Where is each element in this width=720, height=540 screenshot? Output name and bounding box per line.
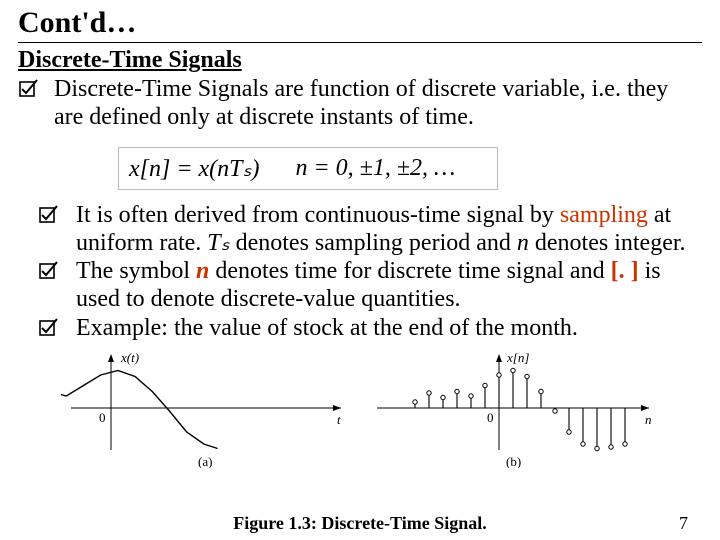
text: denotes sampling period and xyxy=(230,230,517,256)
svg-text:x(t): x(t) xyxy=(120,350,139,365)
checkbox-icon xyxy=(18,78,40,100)
accent-text: sampling xyxy=(560,202,648,228)
svg-text:t: t xyxy=(337,412,341,427)
page-title: Cont'd… xyxy=(18,6,702,43)
checkbox-icon xyxy=(38,204,60,226)
svg-text:0: 0 xyxy=(487,410,494,425)
svg-text:(a): (a) xyxy=(198,454,212,468)
svg-text:x[n]: x[n] xyxy=(506,350,529,365)
text: It is often derived from continuous-time… xyxy=(76,202,560,228)
var: n xyxy=(517,230,529,256)
equation-lhs: x[n] = x(nTₛ) xyxy=(129,154,259,183)
text: denotes integer. xyxy=(529,230,686,256)
inner-list: It is often derived from continuous-time… xyxy=(18,202,702,342)
list-item: The symbol n denotes time for discrete t… xyxy=(18,258,702,313)
var: Tₛ xyxy=(207,230,229,256)
svg-text:n: n xyxy=(645,412,652,427)
page-number: 7 xyxy=(679,513,688,534)
svg-text:(b): (b) xyxy=(506,454,521,468)
accent-text: n xyxy=(196,258,209,284)
accent-text: [. ] xyxy=(611,258,639,284)
checkbox-icon xyxy=(38,317,60,339)
text: The symbol xyxy=(76,258,196,284)
equation-rhs: n = 0, ±1, ±2, … xyxy=(295,155,455,182)
list-item: Discrete-Time Signals are function of di… xyxy=(18,76,702,131)
figure-caption: Figure 1.3: Discrete-Time Signal. xyxy=(0,513,720,534)
bullet-accent: Discrete-Time Signals xyxy=(54,76,268,102)
svg-text:0: 0 xyxy=(99,410,106,425)
text: denotes time for discrete time signal an… xyxy=(209,258,610,284)
figure-row: x(t) t 0 (a) x[n] n 0 (b) xyxy=(18,348,702,468)
list-item: Example: the value of stock at the end o… xyxy=(18,315,702,343)
text: Example: the value of stock at the end o… xyxy=(76,315,578,341)
figure-panel-b: x[n] n 0 (b) xyxy=(369,348,659,468)
list-item: It is often derived from continuous-time… xyxy=(18,202,702,257)
equation-box: x[n] = x(nTₛ) n = 0, ±1, ±2, … xyxy=(118,147,498,190)
figure-panel-a: x(t) t 0 (a) xyxy=(61,348,351,468)
section-subtitle: Discrete-Time Signals xyxy=(18,47,702,74)
outer-list: Discrete-Time Signals are function of di… xyxy=(18,76,702,131)
checkbox-icon xyxy=(38,260,60,282)
